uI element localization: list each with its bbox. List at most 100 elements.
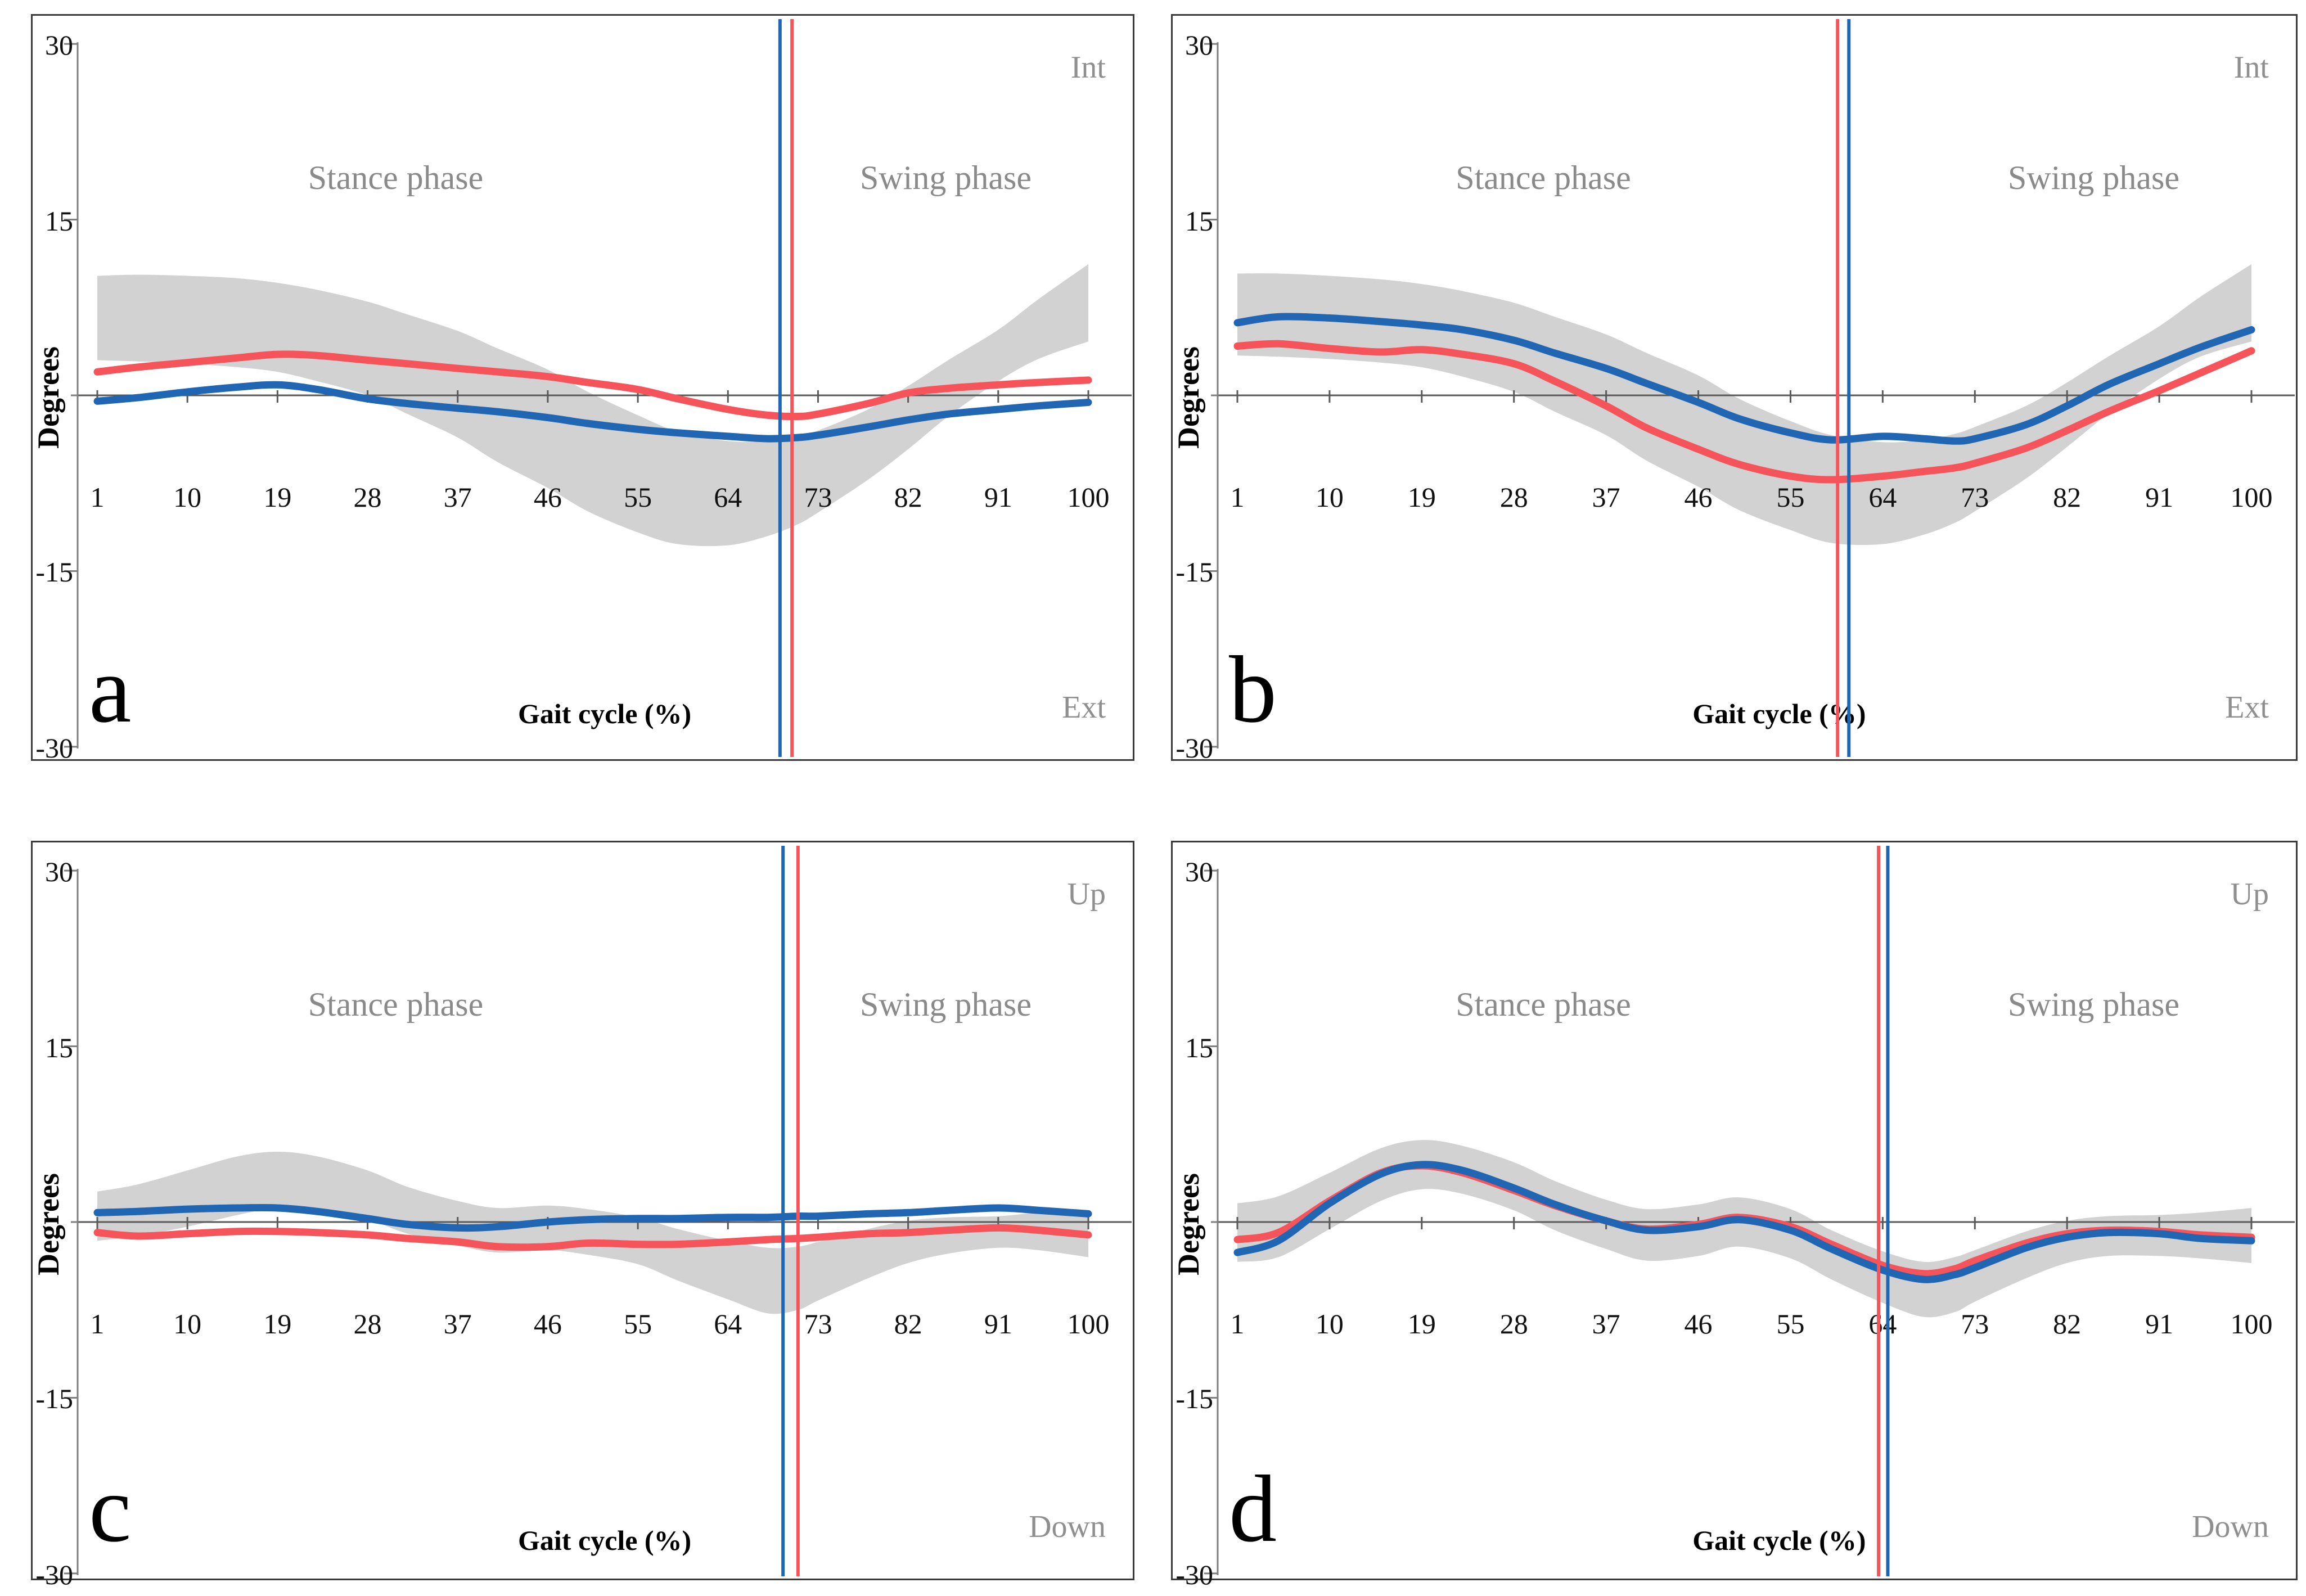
x-tick-label: 100 <box>2230 1308 2273 1340</box>
x-tick-label: 73 <box>804 481 832 513</box>
y-tick-label: -30 <box>1175 732 1213 764</box>
y-tick-label: 15 <box>1185 1031 1213 1063</box>
red-series <box>93 1224 1092 1251</box>
x-tick-label: 73 <box>804 1308 832 1340</box>
direction-label-bottom: Down <box>1029 1509 1106 1544</box>
x-tick-label: 1 <box>90 481 105 513</box>
x-tick-label: 100 <box>1067 1308 1110 1340</box>
direction-label-top: Up <box>2230 877 2269 912</box>
blue-series <box>1233 313 2255 445</box>
x-tick-label: 10 <box>173 1308 202 1340</box>
x-tick-label: 19 <box>263 481 292 513</box>
x-tick-label: 37 <box>1592 1308 1620 1340</box>
x-tick-label: 46 <box>533 1308 562 1340</box>
x-axis-title: Gait cycle (%) <box>1692 698 1866 729</box>
y-tick-label: 15 <box>45 205 73 237</box>
x-tick-label: 1 <box>1230 481 1245 513</box>
x-tick-label: 64 <box>1868 481 1897 513</box>
x-tick-label: 1 <box>1230 1308 1245 1340</box>
y-tick-label: -30 <box>35 732 73 764</box>
blue-series <box>93 381 1092 443</box>
x-tick-label: 10 <box>173 481 202 513</box>
y-tick-label: 30 <box>45 856 73 888</box>
x-tick-label: 55 <box>1776 1308 1805 1340</box>
x-tick-label: 55 <box>624 1308 652 1340</box>
y-tick-label: -15 <box>1175 1383 1213 1415</box>
x-tick-label: 55 <box>1776 481 1805 513</box>
x-tick-label: 37 <box>443 481 472 513</box>
x-tick-label: 55 <box>624 481 652 513</box>
blue-series <box>93 1203 1092 1232</box>
swing-phase-label: Swing phase <box>2008 159 2180 196</box>
y-tick-label: -30 <box>1175 1558 1213 1590</box>
stance-phase-label: Stance phase <box>308 159 484 196</box>
x-tick-label: 19 <box>1407 1308 1436 1340</box>
stance-phase-label: Stance phase <box>1456 986 1631 1023</box>
x-tick-label: 82 <box>2053 481 2082 513</box>
x-tick-label: 91 <box>984 1308 1012 1340</box>
y-tick-label: 30 <box>1185 29 1213 61</box>
normative-band <box>97 1152 1088 1314</box>
x-tick-label: 82 <box>894 1308 922 1340</box>
panel-letter: a <box>89 637 132 742</box>
x-tick-label: 28 <box>353 481 382 513</box>
x-axis-title: Gait cycle (%) <box>518 698 692 729</box>
x-tick-label: 82 <box>2053 1308 2082 1340</box>
swing-phase-label: Swing phase <box>859 986 1032 1023</box>
red-series <box>93 350 1092 421</box>
x-tick-label: 28 <box>1499 481 1528 513</box>
direction-label-top: Up <box>1067 877 1106 912</box>
x-tick-label: 64 <box>714 1308 742 1340</box>
x-tick-label: 1 <box>90 1308 105 1340</box>
x-tick-label: 46 <box>1684 1308 1713 1340</box>
y-tick-label: -15 <box>35 556 73 588</box>
y-tick-label: 30 <box>1185 856 1213 888</box>
y-tick-label: 15 <box>1185 205 1213 237</box>
x-tick-label: 46 <box>533 481 562 513</box>
x-tick-label: 46 <box>1684 481 1713 513</box>
swing-phase-label: Swing phase <box>2008 986 2180 1023</box>
y-axis-title: Degrees <box>1172 346 1205 449</box>
y-axis-title: Degrees <box>1172 1173 1205 1275</box>
x-tick-label: 10 <box>1315 1308 1344 1340</box>
stance-phase-label: Stance phase <box>1456 159 1631 196</box>
panel-a: Degrees Stance phase Swing phase Int Ext… <box>31 14 1134 764</box>
x-tick-label: 91 <box>2145 481 2174 513</box>
direction-label-top: Int <box>1070 50 1106 85</box>
direction-label-top: Int <box>2233 50 2269 85</box>
direction-label-bottom: Ext <box>1062 690 1106 725</box>
y-tick-label: -15 <box>1175 556 1213 588</box>
y-tick-label: -15 <box>35 1383 73 1415</box>
x-tick-label: 82 <box>894 481 922 513</box>
x-tick-label: 10 <box>1315 481 1344 513</box>
x-tick-label: 64 <box>1868 1308 1897 1340</box>
panel-c: Degrees Stance phase Swing phase Up Down… <box>31 841 1134 1590</box>
blue-series <box>1233 1161 2255 1283</box>
y-axis-title: Degrees <box>31 1173 65 1275</box>
x-tick-label: 91 <box>2145 1308 2174 1340</box>
panel-b: Degrees Stance phase Swing phase Int Ext… <box>1171 14 2298 764</box>
plot-area-c <box>64 869 1132 1575</box>
x-tick-label: 91 <box>984 481 1012 513</box>
x-tick-label: 73 <box>1961 481 1989 513</box>
direction-label-bottom: Down <box>2192 1509 2269 1544</box>
panel-letter: b <box>1229 637 1277 742</box>
normative-band <box>97 264 1088 547</box>
x-axis-title: Gait cycle (%) <box>1692 1525 1866 1556</box>
x-tick-label: 19 <box>1407 481 1436 513</box>
x-tick-label: 19 <box>263 1308 292 1340</box>
y-tick-label: 30 <box>45 29 73 61</box>
x-tick-label: 64 <box>714 481 742 513</box>
x-axis-title: Gait cycle (%) <box>518 1525 692 1556</box>
normative-band <box>1237 264 2251 545</box>
y-axis-title: Degrees <box>31 346 65 449</box>
panel-letter: d <box>1229 1456 1277 1562</box>
x-tick-label: 28 <box>353 1308 382 1340</box>
y-tick-label: -30 <box>35 1558 73 1590</box>
x-tick-label: 100 <box>1067 481 1110 513</box>
red-series <box>1233 340 2255 484</box>
x-tick-label: 100 <box>2230 481 2273 513</box>
stance-phase-label: Stance phase <box>308 986 484 1023</box>
x-tick-label: 37 <box>443 1308 472 1340</box>
